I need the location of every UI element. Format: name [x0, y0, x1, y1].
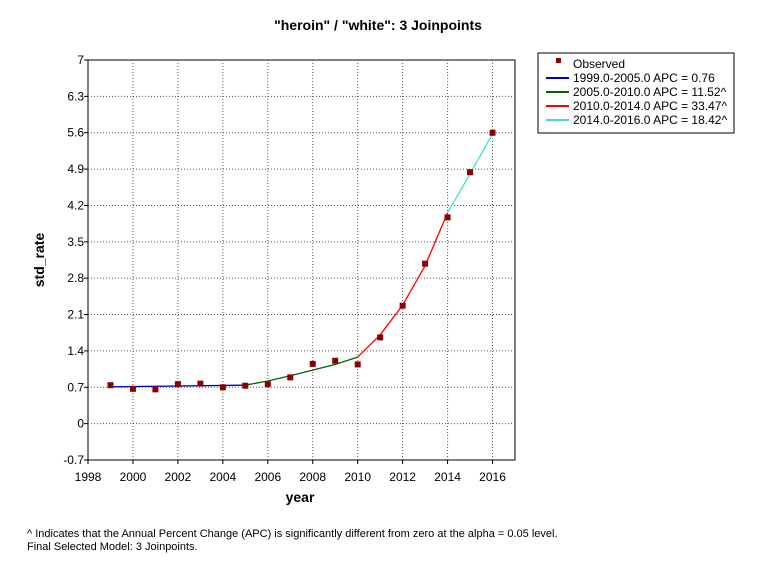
y-tick-label: -0.7 [63, 453, 84, 467]
y-axis-title: std_rate [31, 233, 47, 288]
apc-footnote: ^ Indicates that the Annual Percent Chan… [27, 528, 558, 540]
observed-point [309, 360, 316, 367]
x-tick-label: 2000 [120, 470, 147, 484]
x-tick-label: 2014 [434, 470, 461, 484]
observed-point [399, 302, 406, 309]
x-tick-label: 1998 [75, 470, 102, 484]
plot-area [87, 59, 516, 461]
axis-ticks: 1998 2000 2002 2004 2006 2008 2010 2012 2014 2016… [63, 53, 506, 484]
legend-observed-label: Observed [573, 57, 625, 71]
y-tick-label: 7 [77, 53, 84, 67]
legend-label-2: 2005.0-2010.0 APC = 11.52^ [573, 85, 727, 99]
observed-point [354, 361, 361, 368]
model-footnote: Final Selected Model: 3 Joinpoints. [27, 541, 198, 553]
x-tick-label: 2016 [479, 470, 506, 484]
y-tick-label: 3.5 [67, 235, 84, 249]
observed-point [219, 384, 226, 391]
y-tick-label: 2.1 [67, 308, 84, 322]
observed-point [129, 385, 136, 392]
observed-point [332, 357, 339, 364]
observed-point [467, 169, 474, 176]
observed-point [377, 334, 384, 341]
x-tick-label: 2006 [254, 470, 281, 484]
y-tick-label: 4.2 [67, 198, 84, 212]
y-tick-label: 5.6 [67, 126, 84, 140]
legend-label-3: 2010.0-2014.0 APC = 33.47^ [573, 99, 727, 113]
observed-point [242, 382, 249, 389]
observed-point [489, 129, 496, 136]
legend-box [537, 52, 735, 134]
x-tick-label: 2008 [299, 470, 326, 484]
y-tick-label: 4.9 [67, 162, 84, 176]
chart-title: "heroin" / "white": 3 Joinpoints [274, 17, 482, 33]
legend-observed-marker [556, 58, 561, 63]
x-tick-label: 2004 [209, 470, 236, 484]
observed-point [197, 380, 204, 387]
observed-point [264, 381, 271, 388]
x-axis-title: year [286, 489, 315, 505]
y-tick-label: 0 [77, 417, 84, 431]
observed-point [287, 374, 294, 381]
observed-point [152, 386, 159, 393]
segment-line-2 [245, 356, 358, 386]
observed-point [107, 382, 114, 389]
observed-points [107, 129, 496, 393]
observed-point [174, 381, 181, 388]
x-tick-label: 2010 [344, 470, 371, 484]
observed-point [422, 260, 429, 267]
y-tick-label: 6.3 [67, 89, 84, 103]
legend-label-4: 2014.0-2016.0 APC = 18.42^ [573, 113, 727, 127]
y-tick-label: 1.4 [67, 344, 84, 358]
y-tick-label: 2.8 [67, 271, 84, 285]
observed-point [444, 214, 451, 221]
x-tick-label: 2002 [165, 470, 192, 484]
gridlines [88, 60, 515, 460]
y-tick-label: 0.7 [67, 380, 84, 394]
legend-label-1: 1999.0-2005.0 APC = 0.76 [573, 71, 715, 85]
x-tick-label: 2012 [389, 470, 416, 484]
